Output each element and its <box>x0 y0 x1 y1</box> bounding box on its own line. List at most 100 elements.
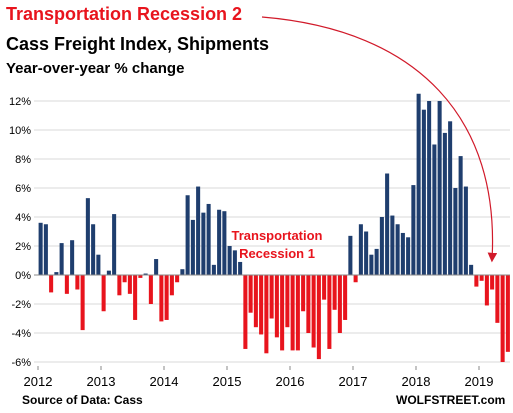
y-axis-ticks: 12% 10% 8% 6% 4% 2% 0% -2% -4% -6% <box>9 96 31 369</box>
bar <box>248 275 253 313</box>
bar <box>458 156 463 275</box>
bar <box>138 275 143 278</box>
bar <box>322 275 327 300</box>
bar <box>353 275 358 283</box>
bar <box>395 224 400 275</box>
bar <box>175 275 180 283</box>
bar <box>243 275 248 349</box>
x-tick-label: 2017 <box>339 374 368 389</box>
bar <box>70 240 75 275</box>
bar <box>112 214 117 275</box>
bar <box>49 275 54 293</box>
x-axis-ticks: 2012 2013 2014 2015 2016 2017 2018 2019 <box>24 366 494 389</box>
bar <box>495 275 500 323</box>
y-tick-label: 0% <box>15 270 31 282</box>
y-tick-label: -6% <box>11 357 31 369</box>
bar <box>238 261 243 275</box>
bar <box>432 144 437 275</box>
bar <box>91 224 96 275</box>
bar <box>369 254 374 275</box>
bar <box>117 275 122 296</box>
bar <box>190 219 195 275</box>
bar <box>206 203 211 275</box>
bar <box>390 215 395 275</box>
bar <box>201 212 206 275</box>
chart-title-line1: Transportation Recession 2 <box>6 4 243 24</box>
bar <box>421 109 426 275</box>
bar <box>463 186 468 275</box>
bar <box>332 275 337 310</box>
bar <box>222 211 227 275</box>
bar <box>232 250 237 275</box>
bar <box>374 248 379 275</box>
x-tick-label: 2015 <box>213 374 242 389</box>
bar <box>133 275 138 320</box>
bar <box>490 275 495 290</box>
y-tick-label: 8% <box>15 154 31 166</box>
bar <box>316 275 321 360</box>
bar <box>479 275 484 281</box>
bar <box>122 275 127 283</box>
bar <box>101 275 106 312</box>
bar <box>211 264 216 275</box>
bar <box>159 275 164 322</box>
bar <box>148 275 153 304</box>
x-tick-label: 2013 <box>87 374 116 389</box>
x-tick-label: 2014 <box>150 374 179 389</box>
bar <box>295 275 300 351</box>
bar <box>474 275 479 287</box>
y-tick-label: 2% <box>15 241 31 253</box>
bar <box>448 121 453 275</box>
bar <box>75 275 80 290</box>
brand-label: WOLFSTREET.com <box>396 393 506 407</box>
bar <box>154 259 159 275</box>
bar <box>469 264 474 275</box>
bar <box>437 101 442 275</box>
y-tick-label: -2% <box>11 299 31 311</box>
bar <box>427 101 432 275</box>
bar <box>348 235 353 275</box>
y-tick-label: 12% <box>9 96 31 108</box>
bar <box>38 222 43 275</box>
bar <box>185 195 190 275</box>
bar <box>453 188 458 275</box>
bars-layer <box>38 93 510 362</box>
bar <box>196 186 201 275</box>
bar <box>327 275 332 349</box>
bar <box>169 275 174 296</box>
bar <box>301 275 306 312</box>
chart-title-line2: Cass Freight Index, Shipments <box>6 34 270 54</box>
x-tick-label: 2018 <box>402 374 431 389</box>
bar <box>253 275 258 328</box>
bar <box>400 232 405 275</box>
bar <box>379 217 384 275</box>
y-tick-label: -4% <box>11 328 31 340</box>
bar <box>442 132 447 275</box>
bar <box>85 198 90 275</box>
bar <box>164 275 169 320</box>
annotation-line1: Transportation <box>231 228 322 243</box>
bar <box>227 246 232 275</box>
bar <box>43 224 48 275</box>
y-tick-label: 10% <box>9 125 31 137</box>
x-tick-label: 2012 <box>24 374 53 389</box>
bar <box>269 275 274 319</box>
bar <box>127 275 132 294</box>
annotation-line2: Recession 1 <box>239 246 315 261</box>
bar <box>358 224 363 275</box>
bar <box>500 275 505 362</box>
bar <box>505 275 510 352</box>
bar <box>411 185 416 275</box>
y-tick-label: 6% <box>15 183 31 195</box>
bar <box>96 254 101 275</box>
bar <box>290 275 295 351</box>
bar <box>343 275 348 320</box>
bar <box>337 275 342 333</box>
bar <box>285 275 290 328</box>
bar <box>106 270 111 275</box>
recession2-arrow <box>261 16 498 263</box>
bar <box>406 237 411 275</box>
bar <box>59 243 64 275</box>
x-tick-label: 2019 <box>465 374 494 389</box>
